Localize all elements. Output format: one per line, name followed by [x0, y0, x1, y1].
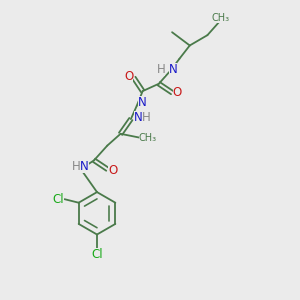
- Text: O: O: [108, 164, 117, 177]
- Text: O: O: [124, 70, 133, 83]
- Text: N: N: [138, 96, 146, 110]
- Text: N: N: [134, 111, 142, 124]
- Text: H: H: [157, 62, 165, 76]
- Text: H: H: [72, 160, 81, 173]
- Text: Cl: Cl: [52, 193, 64, 206]
- Text: N: N: [80, 160, 89, 173]
- Text: N: N: [169, 62, 177, 76]
- Text: CH₃: CH₃: [212, 14, 230, 23]
- Text: Cl: Cl: [91, 248, 103, 261]
- Text: H: H: [142, 111, 151, 124]
- Text: O: O: [173, 86, 182, 99]
- Text: CH₃: CH₃: [139, 133, 157, 142]
